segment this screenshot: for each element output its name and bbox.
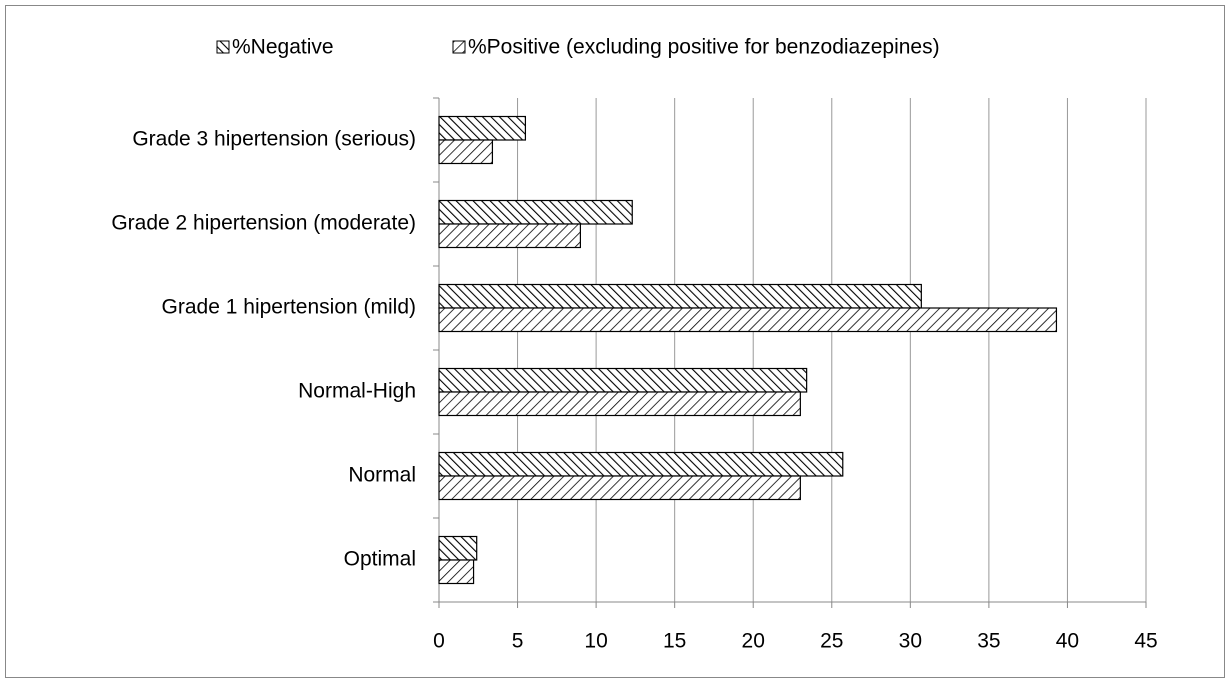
bar <box>438 451 844 477</box>
x-tick-label: 30 <box>899 630 922 653</box>
x-tick-label: 45 <box>1134 630 1157 653</box>
bar <box>438 283 922 309</box>
bar <box>438 115 527 141</box>
bar <box>438 223 581 249</box>
x-tick-label: 10 <box>584 630 607 653</box>
x-tick-label: 15 <box>663 630 686 653</box>
bar <box>438 475 801 501</box>
y-tick-label: Normal-High <box>298 380 416 403</box>
legend-swatch <box>216 40 230 54</box>
y-tick-label: Normal <box>348 464 416 487</box>
bar <box>438 559 475 585</box>
x-tick-label: 40 <box>1056 630 1079 653</box>
x-tick-label: 25 <box>820 630 843 653</box>
x-tick-label: 20 <box>742 630 765 653</box>
chart-frame <box>5 5 1225 678</box>
y-tick-label: Grade 2 hipertension (moderate) <box>111 212 416 235</box>
y-tick-label: Grade 1 hipertension (mild) <box>162 296 416 319</box>
bar <box>438 391 801 417</box>
legend-swatch <box>452 40 466 54</box>
x-tick-label: 35 <box>977 630 1000 653</box>
y-tick-label: Optimal <box>344 548 416 571</box>
bar <box>438 535 478 561</box>
bar <box>438 139 494 165</box>
bar <box>438 199 633 225</box>
bar <box>438 367 808 393</box>
y-tick-label: Grade 3 hipertension (serious) <box>132 128 416 151</box>
bar <box>438 307 1058 333</box>
legend-label: %Negative <box>232 36 334 59</box>
x-tick-label: 5 <box>512 630 524 653</box>
x-tick-label: 0 <box>433 630 445 653</box>
legend-label: %Positive (excluding positive for benzod… <box>468 36 940 59</box>
